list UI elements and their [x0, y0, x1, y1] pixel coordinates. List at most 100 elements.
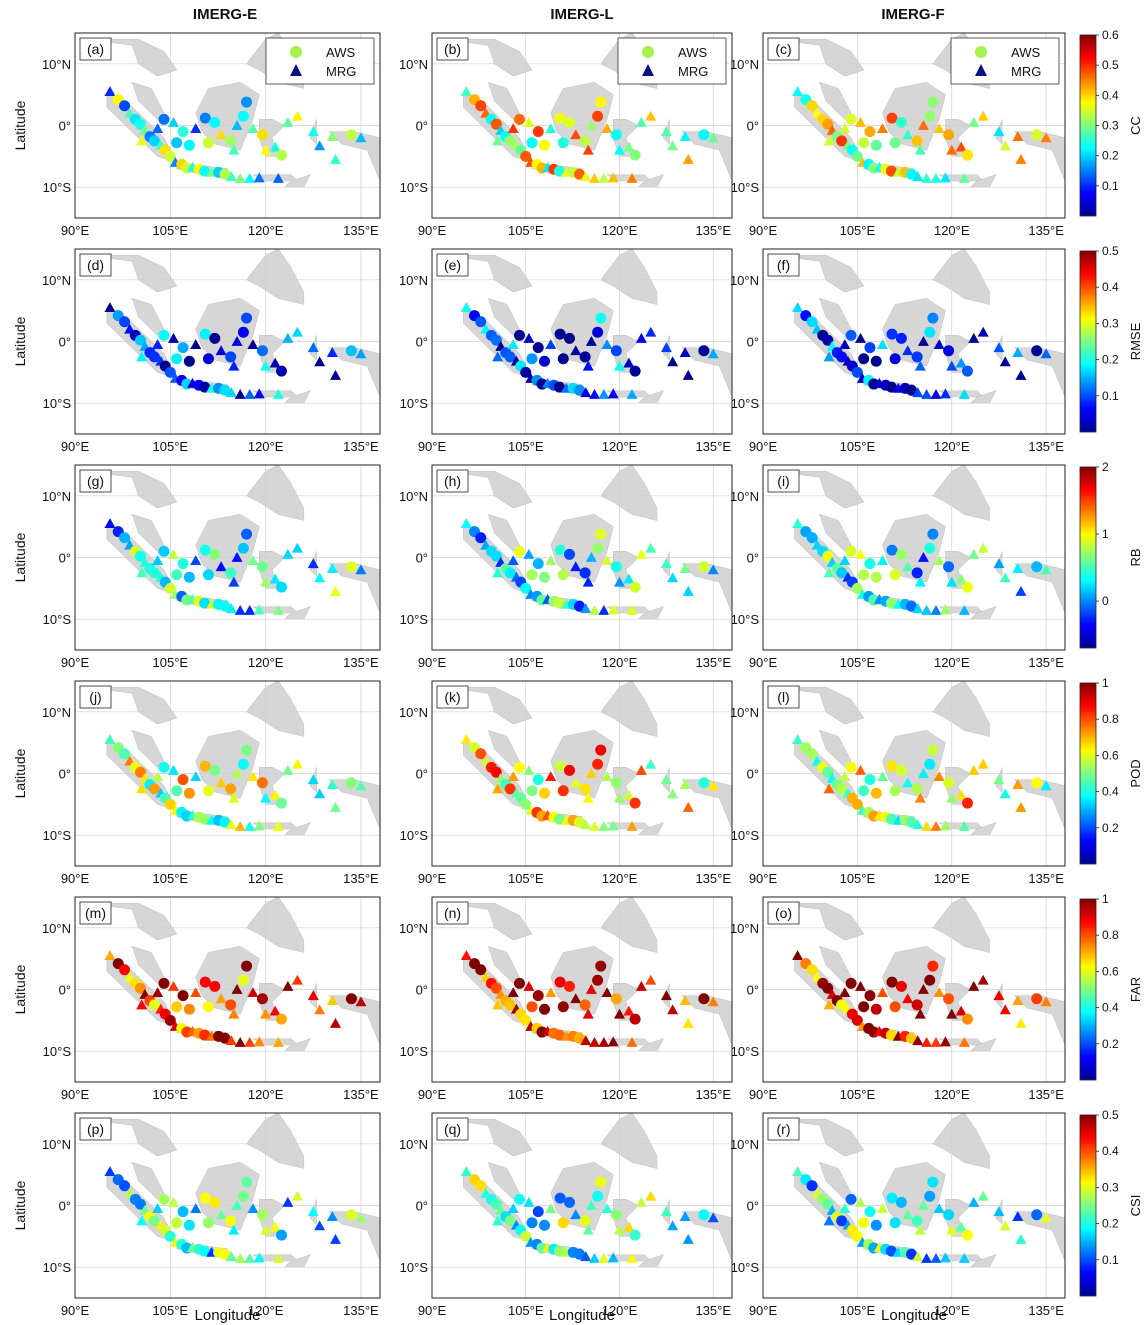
mrg-station-marker — [939, 1252, 951, 1263]
colorbar-tick-label: 0.1 — [1102, 389, 1119, 403]
legend-mrg-marker — [290, 64, 302, 76]
aws-station-marker — [905, 1248, 917, 1260]
y-tick-label: 10°N — [42, 921, 71, 936]
mrg-station-marker — [460, 86, 472, 96]
mrg-station-marker — [523, 116, 535, 127]
aws-station-marker — [574, 1248, 585, 1260]
panel-l: (l) 10°N 0° 10°S 90°E 105°E 120°E 135°E — [730, 680, 1066, 886]
colorbar-gradient — [1079, 898, 1097, 1081]
aws-station-marker — [237, 758, 249, 770]
aws-station-marker — [199, 165, 211, 177]
x-tick-label: 135°E — [1028, 1303, 1064, 1318]
mrg-station-marker — [823, 999, 835, 1010]
mrg-station-marker — [355, 996, 367, 1007]
station-layer — [792, 86, 1052, 183]
colorbar-label: RB — [1128, 548, 1143, 566]
mrg-station-marker — [902, 1209, 914, 1220]
y-axis-label: Latitude — [12, 1180, 28, 1230]
mrg-station-marker — [507, 555, 519, 565]
mrg-station-marker — [823, 135, 835, 146]
mrg-station-marker — [215, 777, 227, 788]
colorbar-tick-label: 0.5 — [1102, 58, 1119, 72]
aws-station-marker — [924, 1190, 936, 1202]
aws-station-marker — [889, 569, 901, 581]
mrg-station-marker — [999, 1004, 1011, 1015]
y-tick-label: 0° — [59, 551, 71, 566]
mrg-station-marker — [190, 123, 202, 133]
y-tick-label: 10°N — [730, 273, 759, 288]
mrg-station-marker — [582, 576, 594, 587]
aws-station-marker — [475, 100, 487, 112]
aws-station-marker — [592, 326, 604, 338]
aws-station-marker — [579, 1215, 591, 1227]
y-tick-label: 10°S — [731, 396, 760, 411]
mrg-station-marker — [282, 980, 294, 991]
mrg-station-marker — [614, 1224, 625, 1235]
mrg-station-marker — [314, 140, 326, 151]
colorbar-label: CC — [1128, 116, 1143, 135]
aws-station-marker — [475, 316, 487, 328]
aws-station-marker — [177, 1206, 189, 1218]
aws-station-marker — [219, 1032, 231, 1044]
y-tick-label: 0° — [747, 1199, 759, 1214]
aws-station-marker — [164, 150, 176, 162]
mrg-station-marker — [823, 351, 835, 362]
mrg-station-marker — [523, 764, 535, 775]
aws-station-marker — [554, 328, 566, 340]
mrg-station-marker — [582, 144, 594, 155]
mrg-station-marker — [167, 980, 179, 991]
aws-station-marker — [209, 548, 221, 560]
mrg-station-marker — [930, 1253, 942, 1263]
y-axis-label: Latitude — [12, 532, 28, 582]
mrg-station-marker — [269, 357, 281, 368]
x-tick-label: 135°E — [343, 439, 379, 454]
x-tick-label: 90°E — [749, 655, 778, 670]
x-tick-label: 135°E — [1028, 439, 1064, 454]
aws-station-marker — [885, 165, 897, 177]
mrg-station-marker — [507, 771, 519, 781]
x-tick-label: 120°E — [934, 439, 970, 454]
mrg-station-marker — [968, 980, 980, 991]
mrg-station-marker — [707, 564, 719, 575]
y-tick-label: 10°S — [43, 612, 72, 627]
panel-frame — [74, 32, 381, 219]
x-tick-label: 120°E — [248, 871, 284, 886]
mrg-station-marker — [225, 603, 237, 614]
mrg-station-marker — [167, 332, 179, 343]
mrg-station-marker — [917, 120, 929, 130]
mrg-station-marker — [999, 1220, 1011, 1231]
colorbar-tick-label: 0.4 — [1102, 1144, 1119, 1158]
panel-frame — [74, 464, 381, 651]
mrg-station-marker — [993, 342, 1005, 353]
y-tick-label: 10°S — [731, 612, 760, 627]
panel-label-box — [767, 1117, 800, 1141]
aws-station-marker — [885, 813, 897, 825]
aws-station-marker — [241, 1176, 253, 1188]
station-layer — [792, 950, 1052, 1047]
aws-station-marker — [171, 1001, 183, 1013]
aws-station-marker — [554, 597, 565, 609]
aws-station-marker — [595, 1176, 607, 1188]
aws-station-marker — [532, 342, 544, 354]
mrg-station-marker — [269, 1005, 281, 1016]
y-tick-label: 10°N — [399, 921, 428, 936]
mrg-station-marker — [682, 153, 694, 164]
mrg-station-marker — [460, 518, 472, 528]
x-tick-label: 105°E — [153, 1303, 189, 1318]
aws-station-marker — [171, 1217, 183, 1229]
mrg-station-marker — [585, 768, 597, 778]
mrg-station-marker — [269, 573, 281, 584]
mrg-station-marker — [977, 542, 989, 553]
x-tick-label: 105°E — [153, 871, 189, 886]
aws-station-marker — [526, 137, 538, 149]
mrg-station-marker — [958, 1037, 970, 1047]
aws-station-marker — [870, 139, 882, 151]
landmass — [775, 686, 865, 725]
legend-aws-marker — [290, 46, 302, 58]
mrg-station-marker — [977, 326, 989, 337]
y-tick-label: 0° — [59, 1199, 71, 1214]
mrg-station-marker — [1012, 563, 1024, 573]
mrg-station-marker — [921, 173, 933, 183]
panel-label-text: (q) — [444, 1121, 461, 1137]
mrg-station-marker — [580, 819, 592, 830]
